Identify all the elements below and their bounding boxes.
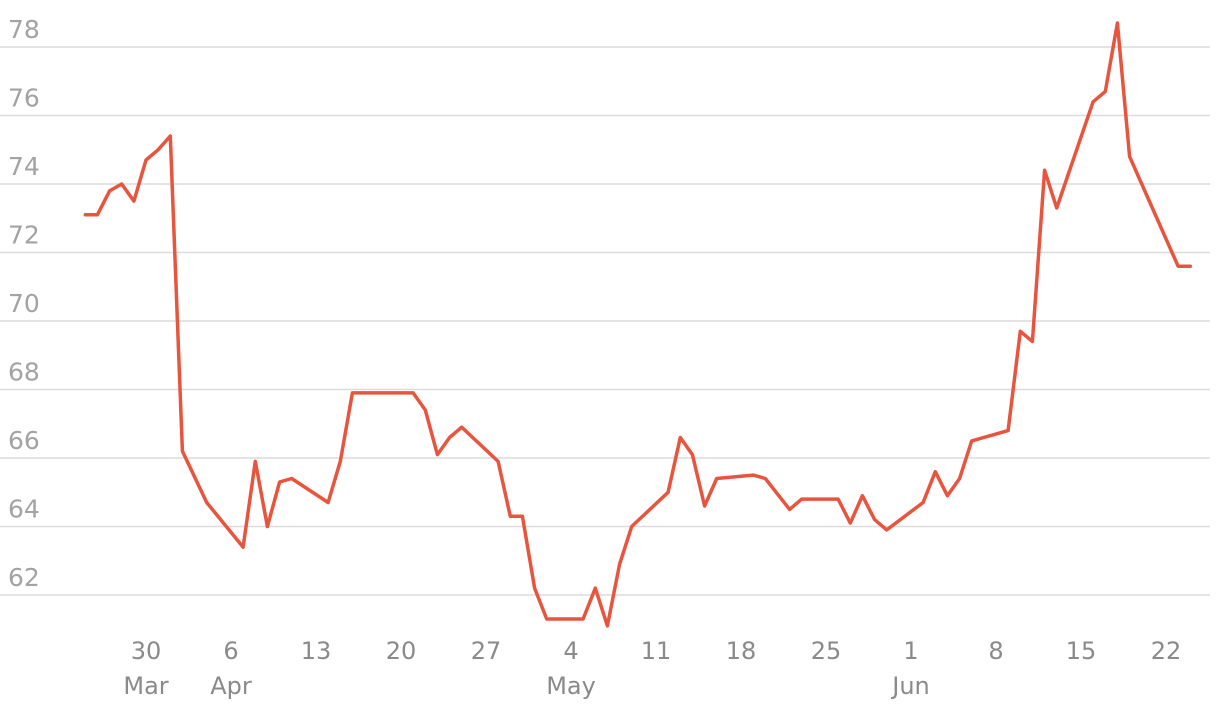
x-tick-label-month: Jun (890, 672, 930, 700)
x-tick-label-day: 27 (471, 637, 502, 665)
y-tick-label: 62 (8, 563, 40, 592)
x-tick-label-day: 1 (903, 637, 918, 665)
series-line-0 (83, 21, 1193, 628)
y-tick-label: 68 (8, 358, 40, 387)
x-tick-label-day: 6 (223, 637, 238, 665)
y-tick-label: 78 (8, 15, 40, 44)
x-axis-tick-labels: 30 Mar 6 Apr 13 20 27 4 May 11 18 25 1 Jun 8 15 22 (123, 637, 1181, 700)
x-tick-label-day: 22 (1151, 637, 1182, 665)
y-tick-label: 64 (8, 495, 40, 524)
y-tick-label: 72 (8, 221, 40, 250)
y-tick-label: 66 (8, 426, 40, 455)
gridlines (0, 46, 1210, 596)
x-tick-label-day: 30 (131, 637, 162, 665)
x-tick-label-day: 20 (386, 637, 417, 665)
x-tick-label-day: 11 (641, 637, 672, 665)
x-tick-label-day: 13 (301, 637, 332, 665)
x-tick-label-month: Apr (210, 672, 252, 700)
x-tick-label-day: 15 (1066, 637, 1097, 665)
y-tick-label: 76 (8, 84, 40, 113)
x-tick-label-day: 25 (811, 637, 842, 665)
y-axis-tick-labels: 62 64 66 68 70 72 74 76 78 (8, 15, 40, 592)
y-tick-label: 74 (8, 152, 40, 181)
x-tick-label-month: Mar (123, 672, 168, 700)
series-layer (83, 21, 1193, 628)
x-tick-label-day: 4 (563, 637, 578, 665)
x-tick-label-day: 18 (726, 637, 757, 665)
x-tick-label-day: 8 (988, 637, 1003, 665)
x-tick-label-month: May (546, 672, 596, 700)
y-tick-label: 70 (8, 289, 40, 318)
